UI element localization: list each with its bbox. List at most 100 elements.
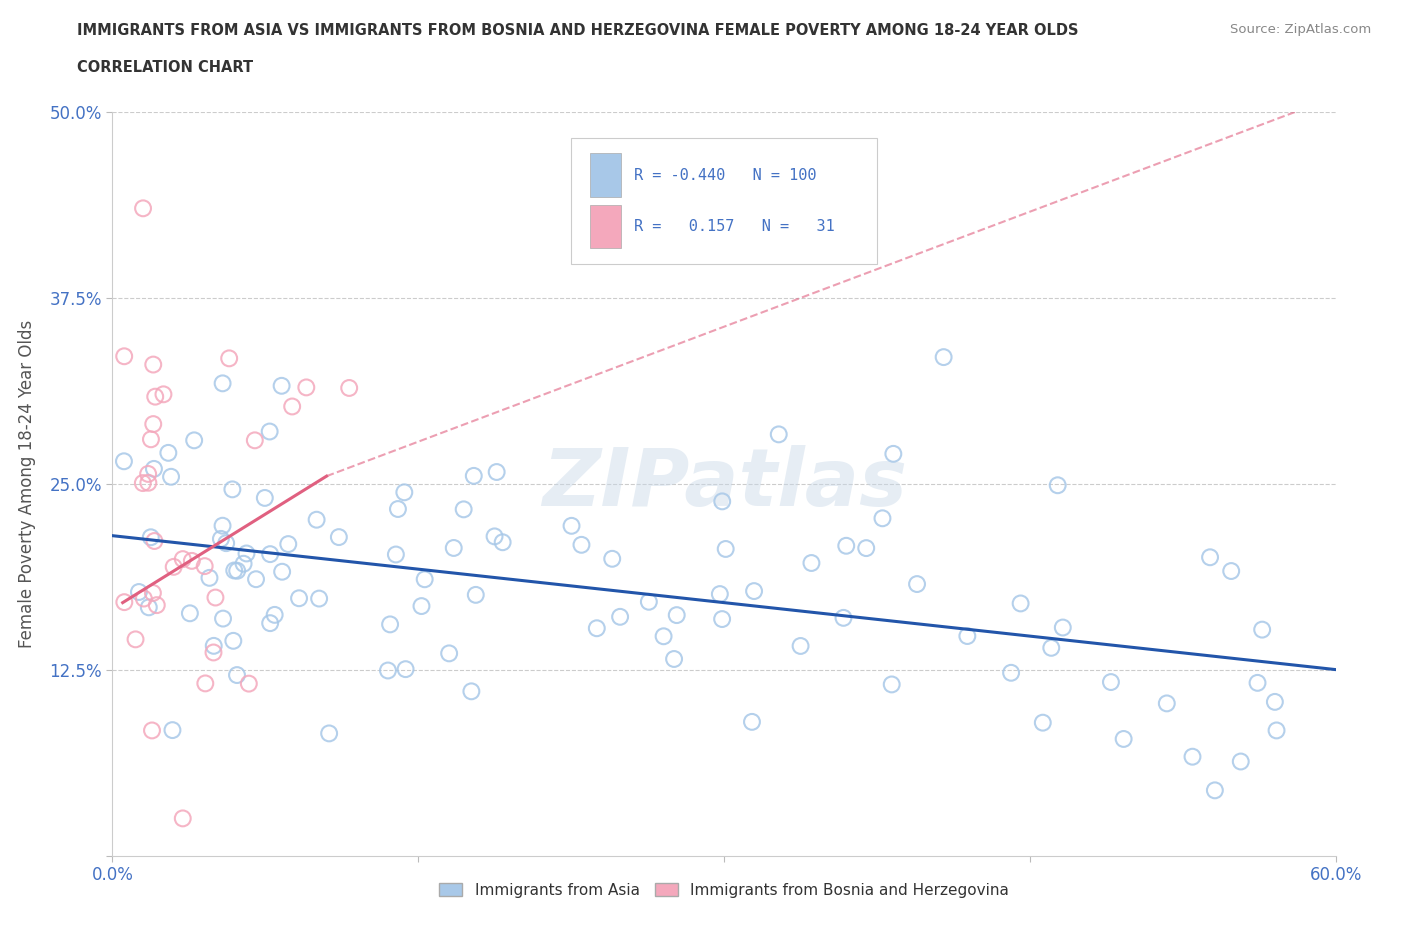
Point (281, 399, 304, 414)
Text: R =   0.157   N =   31: R = 0.157 N = 31 (634, 219, 834, 234)
Point (1220, 564, 1243, 578)
Point (218, 351, 240, 365)
Point (872, 511, 894, 525)
Point (800, 555, 823, 570)
Point (162, 723, 184, 737)
FancyBboxPatch shape (589, 205, 621, 248)
Point (124, 631, 146, 646)
Point (221, 482, 243, 497)
Point (211, 518, 233, 533)
Point (385, 547, 408, 562)
Point (142, 417, 165, 432)
Point (172, 551, 194, 566)
Point (194, 676, 217, 691)
Point (138, 600, 160, 615)
Point (245, 572, 267, 587)
Point (172, 811, 194, 826)
Point (142, 461, 165, 476)
Text: ZIPatlas: ZIPatlas (541, 445, 907, 523)
Point (143, 534, 166, 549)
Point (198, 570, 221, 585)
Point (665, 607, 688, 622)
Point (609, 609, 631, 624)
Point (1265, 723, 1288, 737)
Point (932, 350, 955, 365)
Point (132, 201, 155, 216)
Point (742, 584, 765, 599)
Point (143, 390, 166, 405)
Point (387, 501, 409, 516)
Point (768, 427, 790, 442)
Point (270, 379, 292, 393)
Point (880, 677, 903, 692)
Point (652, 629, 675, 644)
Point (204, 591, 226, 605)
Text: R = -0.440   N = 100: R = -0.440 N = 100 (634, 167, 815, 182)
Point (142, 357, 165, 372)
Point (132, 591, 155, 606)
Point (160, 470, 183, 485)
Point (394, 485, 416, 499)
Point (484, 529, 506, 544)
Point (318, 726, 340, 741)
Legend: Immigrants from Asia, Immigrants from Bosnia and Herzegovina: Immigrants from Asia, Immigrants from Bo… (433, 876, 1015, 904)
Text: CORRELATION CHART: CORRELATION CHART (77, 60, 253, 75)
Point (277, 537, 299, 551)
Point (453, 502, 475, 517)
Point (714, 541, 737, 556)
Text: Source: ZipAtlas.com: Source: ZipAtlas.com (1230, 23, 1371, 36)
Point (1010, 596, 1032, 611)
Point (146, 598, 169, 613)
Point (1156, 696, 1178, 711)
Point (328, 530, 350, 545)
Point (259, 616, 281, 631)
Point (212, 611, 235, 626)
Point (662, 652, 685, 667)
Point (1032, 715, 1054, 730)
Point (411, 599, 433, 614)
Point (253, 490, 276, 505)
Point (263, 607, 285, 622)
Point (711, 612, 734, 627)
FancyBboxPatch shape (571, 138, 877, 264)
Point (1246, 675, 1268, 690)
Point (308, 591, 330, 606)
Point (492, 535, 515, 550)
Point (194, 559, 217, 574)
Point (1052, 620, 1074, 635)
Point (152, 387, 174, 402)
Point (1251, 622, 1274, 637)
Point (1000, 665, 1022, 680)
Point (1264, 695, 1286, 710)
Point (460, 684, 482, 698)
Point (139, 432, 162, 446)
Point (1040, 641, 1063, 656)
Point (180, 553, 202, 568)
Point (394, 662, 416, 677)
Point (226, 668, 249, 683)
Point (1199, 550, 1222, 565)
Point (560, 518, 582, 533)
Point (202, 638, 225, 653)
Point (463, 469, 485, 484)
Point (709, 587, 731, 602)
Point (485, 465, 508, 480)
Point (905, 577, 928, 591)
Point (600, 551, 623, 566)
Point (377, 663, 399, 678)
Point (259, 547, 281, 562)
Point (209, 531, 232, 546)
Point (413, 572, 436, 587)
Point (337, 380, 360, 395)
Point (295, 380, 318, 395)
Point (741, 714, 763, 729)
Point (179, 605, 201, 620)
Point (571, 538, 593, 552)
Point (711, 494, 734, 509)
Point (443, 540, 465, 555)
Point (138, 475, 160, 490)
Point (142, 586, 165, 601)
Point (835, 538, 858, 553)
Point (378, 617, 401, 631)
Point (637, 594, 659, 609)
